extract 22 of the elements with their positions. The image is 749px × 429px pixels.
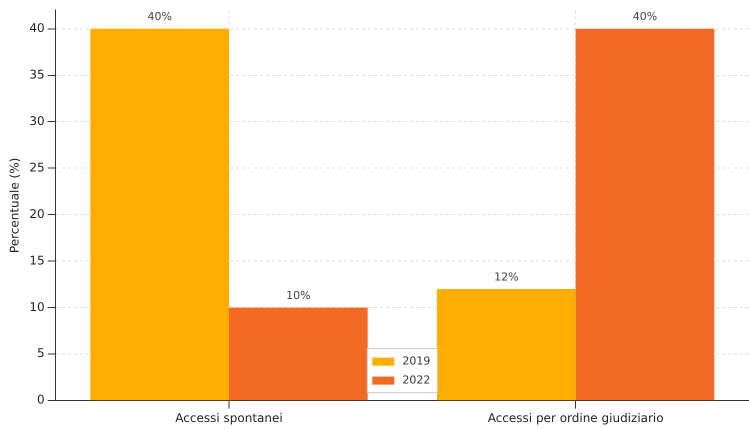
- data-label: 12%: [494, 270, 519, 284]
- data-label: 40%: [632, 10, 658, 24]
- data-label: 10%: [286, 289, 311, 302]
- data-label: 40%: [147, 10, 172, 24]
- y-tick-label: 20: [29, 206, 45, 221]
- y-tick-label: 30: [29, 114, 45, 128]
- y-tick-label: 5: [37, 346, 45, 360]
- y-axis-title: Percentuale (%): [7, 158, 22, 254]
- bar: [576, 28, 714, 400]
- bar: [229, 308, 368, 400]
- x-tick-label: Accessi per ordine giudiziario: [488, 410, 664, 425]
- y-tick-label: 25: [29, 160, 45, 174]
- y-tick-label: 0: [37, 392, 45, 407]
- legend-label: 2019: [402, 354, 430, 368]
- x-tick-label: Accessi spontanei: [175, 410, 283, 425]
- y-tick-label: 40: [29, 20, 45, 35]
- bar: [437, 289, 576, 400]
- bar: [90, 28, 229, 400]
- y-tick-label: 15: [29, 253, 45, 268]
- legend-label: 2022: [402, 373, 430, 386]
- y-tick-label: 35: [29, 67, 45, 82]
- y-tick-label: 10: [29, 300, 45, 314]
